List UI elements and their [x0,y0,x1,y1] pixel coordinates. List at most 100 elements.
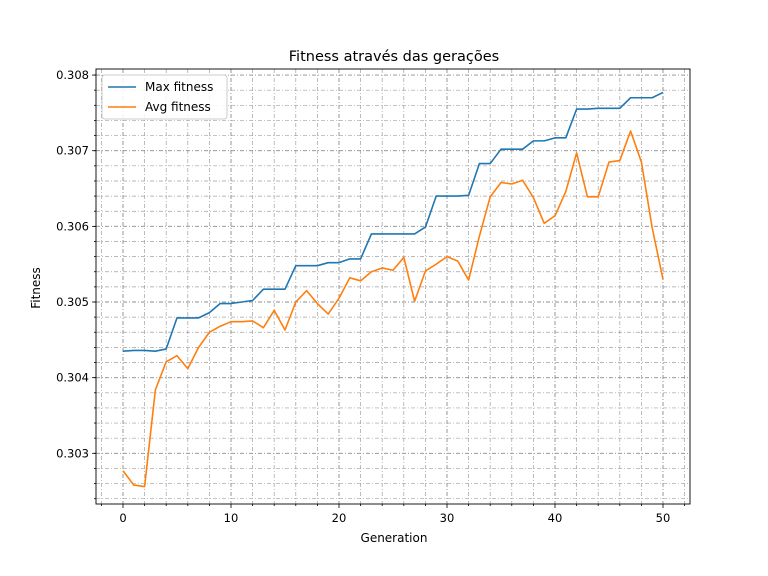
data-point-avg-fitness [262,327,264,329]
data-point-max-fitness [208,311,210,313]
data-point-avg-fitness [467,279,469,281]
data-point-avg-fitness [197,346,199,348]
data-point-avg-fitness [457,260,459,262]
data-point-max-fitness [532,140,534,142]
data-point-max-fitness [403,233,405,235]
data-point-max-fitness [662,91,664,93]
data-point-avg-fitness [500,181,502,183]
data-point-avg-fitness [273,309,275,311]
data-point-avg-fitness [403,256,405,258]
data-point-max-fitness [251,299,253,301]
data-point-max-fitness [575,108,577,110]
y-tick-label: 0.308 [56,68,89,82]
plot-area [96,69,690,504]
legend: Max fitness Avg fitness [101,74,228,120]
data-point-max-fitness [640,97,642,99]
data-point-max-fitness [467,194,469,196]
x-axis-ticks: 0 10 20 30 40 50 [101,504,685,525]
data-point-max-fitness [619,107,621,109]
data-point-max-fitness [370,233,372,235]
data-point-max-fitness [273,288,275,290]
data-point-avg-fitness [165,361,167,363]
data-point-max-fitness [316,264,318,266]
data-point-max-fitness [543,140,545,142]
data-point-avg-fitness [413,300,415,302]
data-point-max-fitness [629,97,631,99]
legend-label-max-fitness: Max fitness [145,80,213,94]
data-point-avg-fitness [187,367,189,369]
data-point-max-fitness [349,258,351,260]
data-point-avg-fitness [629,130,631,132]
data-point-avg-fitness [327,313,329,315]
data-point-max-fitness [305,264,307,266]
data-point-avg-fitness [230,320,232,322]
data-point-max-fitness [381,233,383,235]
data-point-avg-fitness [349,277,351,279]
data-point-avg-fitness [608,161,610,163]
data-point-avg-fitness [446,255,448,257]
data-point-max-fitness [500,148,502,150]
data-point-max-fitness [241,301,243,303]
y-axis-label: Fitness [29,267,43,309]
data-point-max-fitness [651,97,653,99]
data-point-avg-fitness [392,269,394,271]
data-point-max-fitness [133,349,135,351]
data-point-avg-fitness [489,196,491,198]
plot-background [96,69,690,504]
x-tick-label: 0 [119,511,126,525]
data-point-avg-fitness [370,271,372,273]
data-point-avg-fitness [241,320,243,322]
data-point-avg-fitness [662,278,664,280]
data-point-max-fitness [424,226,426,228]
data-point-avg-fitness [219,325,221,327]
data-point-avg-fitness [122,470,124,472]
minor-grid [96,69,690,504]
data-point-max-fitness [608,107,610,109]
data-point-avg-fitness [619,159,621,161]
legend-box [101,74,228,120]
y-tick-label: 0.307 [56,144,89,158]
data-point-avg-fitness [597,196,599,198]
data-point-max-fitness [230,302,232,304]
y-tick-label: 0.306 [56,219,89,233]
data-point-avg-fitness [532,196,534,198]
data-point-avg-fitness [424,270,426,272]
chart-title: Fitness através das gerações [289,49,499,65]
data-point-avg-fitness [381,267,383,269]
data-point-avg-fitness [651,227,653,229]
data-point-max-fitness [521,148,523,150]
x-tick-label: 30 [440,511,455,525]
legend-label-avg-fitness: Avg fitness [145,100,211,114]
data-point-max-fitness [586,108,588,110]
data-point-max-fitness [197,317,199,319]
data-point-avg-fitness [511,183,513,185]
x-tick-label: 20 [332,511,347,525]
series-line-max-fitness [122,91,664,352]
data-point-max-fitness [478,162,480,164]
data-point-avg-fitness [305,289,307,291]
data-point-avg-fitness [176,355,178,357]
data-point-max-fitness [565,137,567,139]
y-tick-label: 0.304 [56,371,89,385]
data-point-max-fitness [446,195,448,197]
data-point-avg-fitness [359,280,361,282]
data-point-max-fitness [489,162,491,164]
data-point-avg-fitness [208,331,210,333]
data-point-max-fitness [511,148,513,150]
data-point-avg-fitness [478,235,480,237]
data-point-max-fitness [219,302,221,304]
series-line-avg-fitness [122,130,664,488]
data-point-max-fitness [176,317,178,319]
data-point-avg-fitness [543,222,545,224]
data-point-avg-fitness [435,263,437,265]
data-point-avg-fitness [565,190,567,192]
data-point-avg-fitness [554,215,556,217]
data-point-avg-fitness [338,297,340,299]
data-point-max-fitness [327,261,329,263]
data-point-max-fitness [413,233,415,235]
data-point-avg-fitness [575,152,577,154]
x-tick-label: 10 [224,511,239,525]
data-point-avg-fitness [640,161,642,163]
data-point-max-fitness [597,107,599,109]
